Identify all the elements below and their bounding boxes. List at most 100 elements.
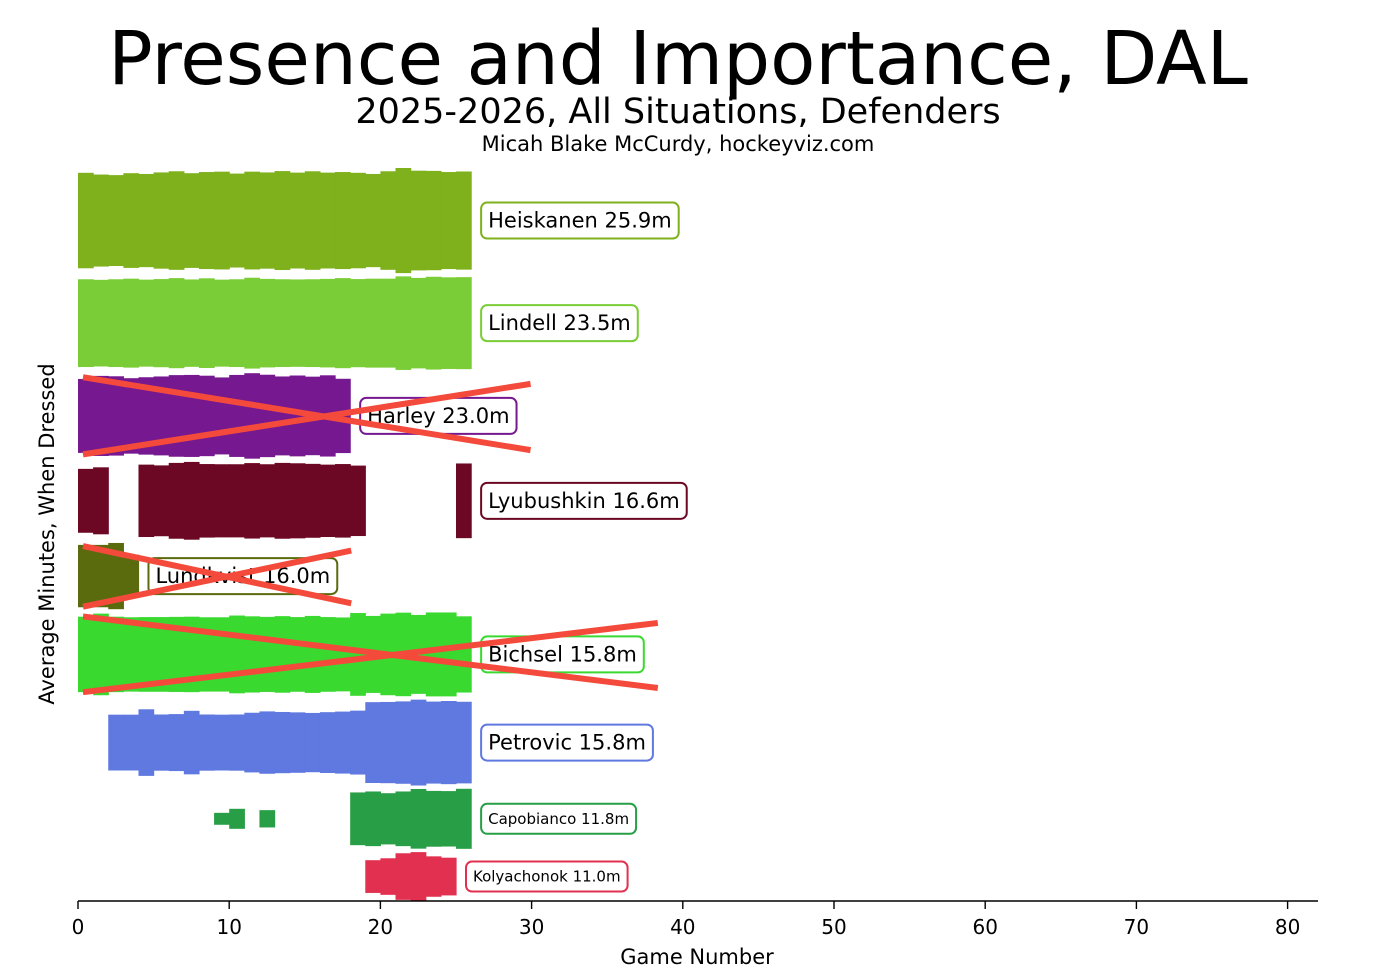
band-capobianco-game-24 [425,790,442,847]
band-bichsel-game-15 [289,617,306,692]
band-lyubushkin-game-19 [350,465,366,537]
band-petrovic-game-14 [274,711,291,774]
x-tick-label-10: 10 [216,915,241,939]
band-lindell-game-18 [335,278,351,369]
band-bichsel-game-6 [153,617,170,692]
band-petrovic-game-20 [365,702,381,784]
label-box-kolyachonok [465,860,629,893]
band-lyubushkin-game-1 [78,468,94,533]
band-heiskanen-game-1 [78,172,94,269]
band-bichsel-game-11 [229,615,245,694]
band-petrovic-game-17 [319,712,336,773]
band-bichsel-game-25 [440,612,457,697]
band-capobianco-game-25 [440,791,457,847]
band-bichsel-game-13 [259,616,276,692]
band-lyubushkin-game-13 [259,464,276,538]
band-kolyachonok-game-25 [440,857,457,896]
band-lindell-game-13 [259,278,276,368]
band-lyubushkin-game-26 [456,463,472,539]
band-harley-game-2 [93,375,109,456]
band-heiskanen-game-13 [259,172,276,269]
band-heiskanen-game-22 [395,168,412,274]
band-heiskanen-game-8 [183,173,200,268]
band-bichsel-game-1 [78,616,94,693]
band-bichsel-game-17 [319,617,336,692]
band-bichsel-game-24 [425,612,442,697]
band-heiskanen-game-14 [274,171,291,271]
band-heiskanen-game-20 [365,173,381,268]
band-heiskanen-game-25 [440,172,457,270]
band-heiskanen-game-15 [289,172,306,269]
band-petrovic-game-16 [304,712,321,773]
band-lyubushkin-game-9 [198,464,215,538]
band-heiskanen-game-18 [335,172,351,270]
band-lundkvist-game-3 [108,542,124,610]
strike-harley-2 [82,380,532,458]
band-kolyachonok-game-23 [410,852,427,901]
label-capobianco: Capobianco 11.8m [488,810,629,828]
band-kolyachonok-game-21 [380,858,397,895]
band-bichsel-game-19 [350,613,366,696]
label-lindell: Lindell 23.5m [488,311,631,335]
band-heiskanen-game-10 [214,171,230,270]
band-harley-game-5 [138,377,155,455]
x-axis-label: Game Number [620,945,774,969]
band-lyubushkin-game-6 [153,465,170,537]
band-petrovic-game-21 [380,701,397,784]
band-harley-game-13 [259,374,276,458]
band-petrovic-game-12 [244,712,261,773]
band-heiskanen-game-21 [380,171,397,270]
band-capobianco-game-19 [350,792,366,846]
band-lindell-game-7 [168,278,185,369]
band-lindell-game-26 [456,277,472,370]
band-lindell-game-11 [229,279,245,368]
band-lindell-game-22 [395,276,412,370]
band-heiskanen-game-7 [168,171,185,270]
band-bichsel-game-2 [93,613,109,696]
band-harley-game-1 [78,378,94,453]
band-heiskanen-game-24 [425,170,442,271]
band-lyubushkin-game-7 [168,462,185,539]
band-capobianco-game-13 [259,810,276,828]
strike-harley-1 [82,374,532,454]
band-lindell-game-25 [440,277,457,369]
band-lindell-game-15 [289,279,306,367]
band-petrovic-game-7 [168,714,185,772]
band-petrovic-game-18 [335,711,351,774]
band-lundkvist-game-2 [93,544,109,608]
band-petrovic-game-4 [123,714,140,771]
band-heiskanen-game-4 [123,173,140,268]
label-box-petrovic [480,723,654,762]
band-bichsel-game-12 [244,616,261,693]
band-lindell-game-12 [244,277,261,369]
band-lyubushkin-game-11 [229,464,245,538]
band-heiskanen-game-16 [304,171,321,270]
band-lindell-game-9 [198,278,215,368]
band-petrovic-game-24 [425,701,442,784]
x-tick-label-60: 60 [972,915,997,939]
band-petrovic-game-22 [395,701,412,784]
band-bichsel-game-9 [198,617,215,692]
band-lyubushkin-game-2 [93,467,109,535]
band-lindell-game-2 [93,279,109,367]
band-heiskanen-game-9 [198,172,215,270]
band-lyubushkin-game-16 [304,463,321,538]
band-capobianco-game-26 [456,788,472,849]
band-petrovic-game-15 [289,712,306,773]
band-petrovic-game-5 [138,709,155,776]
band-bichsel-game-5 [138,617,155,692]
band-lindell-game-24 [425,276,442,370]
band-bichsel-game-4 [123,617,140,692]
band-petrovic-game-26 [456,701,472,784]
band-bichsel-game-8 [183,616,200,693]
label-box-lindell [480,304,639,343]
band-harley-game-8 [183,374,200,457]
x-tick-label-40: 40 [670,915,695,939]
band-bichsel-game-3 [108,616,124,693]
band-capobianco-game-22 [395,791,412,847]
x-axis-ticks: 0 10 20 30 40 50 60 70 80 [72,901,1300,939]
label-box-heiskanen [480,201,680,240]
band-bichsel-game-10 [214,617,230,692]
